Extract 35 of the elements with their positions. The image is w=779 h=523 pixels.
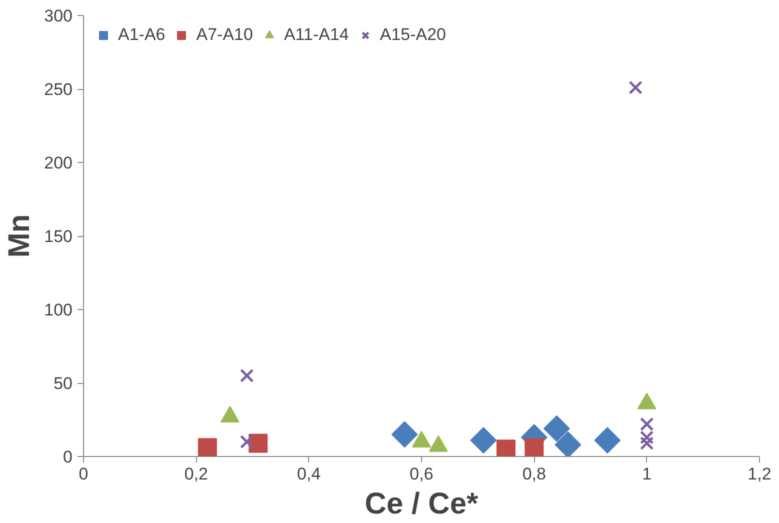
x-tick-label: 0,2 — [184, 464, 208, 484]
x-tick-label: 0,6 — [410, 464, 434, 484]
y-tick-label: 150 — [44, 227, 73, 246]
point — [640, 436, 654, 450]
y-tick-label: 250 — [44, 80, 73, 99]
point — [628, 80, 642, 94]
point — [524, 438, 544, 456]
point — [554, 432, 582, 456]
point — [543, 415, 570, 442]
y-tick-label: 200 — [44, 154, 73, 172]
y-tick-label: 300 — [44, 6, 73, 26]
point — [470, 427, 497, 454]
y-axis-title: Mn — [3, 214, 36, 258]
x-tick-label: 0,4 — [297, 464, 321, 484]
x-axis-title: Ce / Ce* — [364, 488, 479, 520]
legend-label: A7-A10 — [196, 25, 253, 45]
x-tick-label: 1,2 — [748, 464, 772, 484]
y-tick-label: 50 — [54, 374, 73, 393]
y-tick-label: 0 — [63, 448, 73, 466]
legend-label: A11-A14 — [284, 25, 349, 45]
point — [240, 434, 254, 449]
x-tick-label: 1 — [642, 464, 652, 484]
x-tick-label: 0,8 — [522, 464, 546, 484]
legend-label: A1-A6 — [118, 25, 166, 45]
y-tick-label: 100 — [44, 300, 73, 320]
point — [240, 368, 254, 383]
x-tick-label: 0 — [78, 464, 88, 484]
point — [640, 430, 654, 444]
point — [198, 438, 217, 456]
point — [496, 440, 516, 456]
point — [640, 417, 654, 432]
point — [248, 434, 268, 453]
point — [594, 427, 621, 454]
legend-label: A15-A20 — [380, 25, 446, 45]
point — [391, 421, 418, 448]
